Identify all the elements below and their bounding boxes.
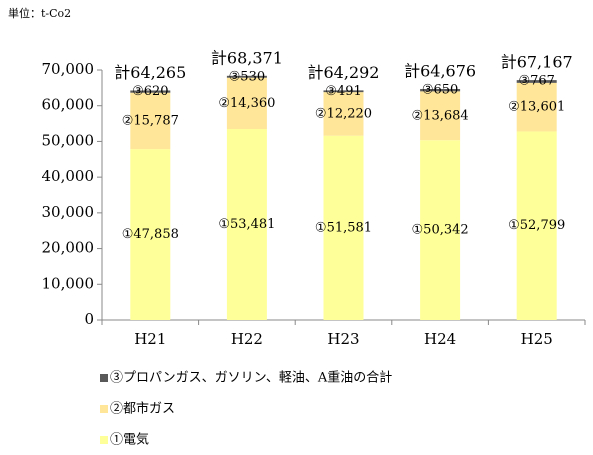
total-label: 計64,265 [114, 63, 186, 82]
bar-segment [516, 82, 557, 132]
data-label: ②14,360 [218, 96, 275, 111]
data-label: ②15,787 [122, 113, 179, 128]
y-tick-label: 70,000 [42, 60, 95, 78]
total-label: 計67,167 [501, 53, 573, 72]
bar-segment [420, 91, 461, 141]
x-tick-label: H22 [231, 330, 263, 348]
y-tick-label: 20,000 [42, 239, 95, 257]
data-label: ②13,684 [412, 108, 469, 123]
x-tick-label: H21 [134, 330, 166, 348]
data-label: ①47,858 [122, 227, 179, 242]
x-tick-label: H25 [521, 330, 553, 348]
data-label: ③530 [229, 69, 265, 84]
bar-segment [130, 90, 171, 93]
data-label: ③650 [422, 83, 458, 98]
data-label: ①52,799 [508, 218, 565, 233]
legend-swatch [100, 374, 108, 382]
data-label: ①50,342 [412, 223, 469, 238]
legend-label: ①電気 [110, 432, 149, 448]
legend-swatch [100, 436, 108, 444]
bar-segment [226, 128, 267, 320]
y-tick-label: 50,000 [42, 131, 95, 149]
legend-label: ③プロパンガス、ガソリン、軽油、A重油の合計 [110, 370, 392, 386]
data-label: ②12,220 [315, 106, 372, 121]
y-tick-label: 40,000 [42, 167, 95, 185]
bar-segment [420, 140, 461, 320]
y-tick-label: 10,000 [42, 274, 95, 292]
bar-segment [323, 90, 364, 93]
data-label: ③767 [518, 74, 554, 89]
data-label: ①53,481 [218, 217, 275, 232]
x-tick-label: H23 [327, 330, 359, 348]
data-label: ③620 [132, 84, 168, 99]
total-label: 計64,676 [404, 62, 476, 81]
data-label: ①51,581 [315, 220, 372, 235]
data-label: ②13,601 [508, 100, 565, 115]
bar-segment [130, 92, 171, 150]
bar-segment [226, 77, 267, 129]
data-label: ③491 [325, 84, 361, 99]
legend-swatch [100, 405, 108, 413]
bar-segment [323, 92, 364, 136]
y-tick-label: 30,000 [42, 203, 95, 221]
total-label: 計64,292 [308, 63, 380, 82]
bar-segment [323, 135, 364, 320]
unit-label: 単位：t-Co2 [8, 6, 71, 20]
x-tick-label: H24 [424, 330, 456, 348]
bar-segment [226, 75, 267, 78]
y-tick-label: 60,000 [42, 96, 95, 114]
y-tick-label: 0 [84, 310, 94, 328]
bar-segment [516, 80, 557, 83]
total-label: 計68,371 [211, 48, 283, 67]
bar-segment [516, 131, 557, 320]
bar-segment [130, 149, 171, 320]
legend-label: ②都市ガス [110, 401, 175, 417]
bar-segment [420, 89, 461, 92]
